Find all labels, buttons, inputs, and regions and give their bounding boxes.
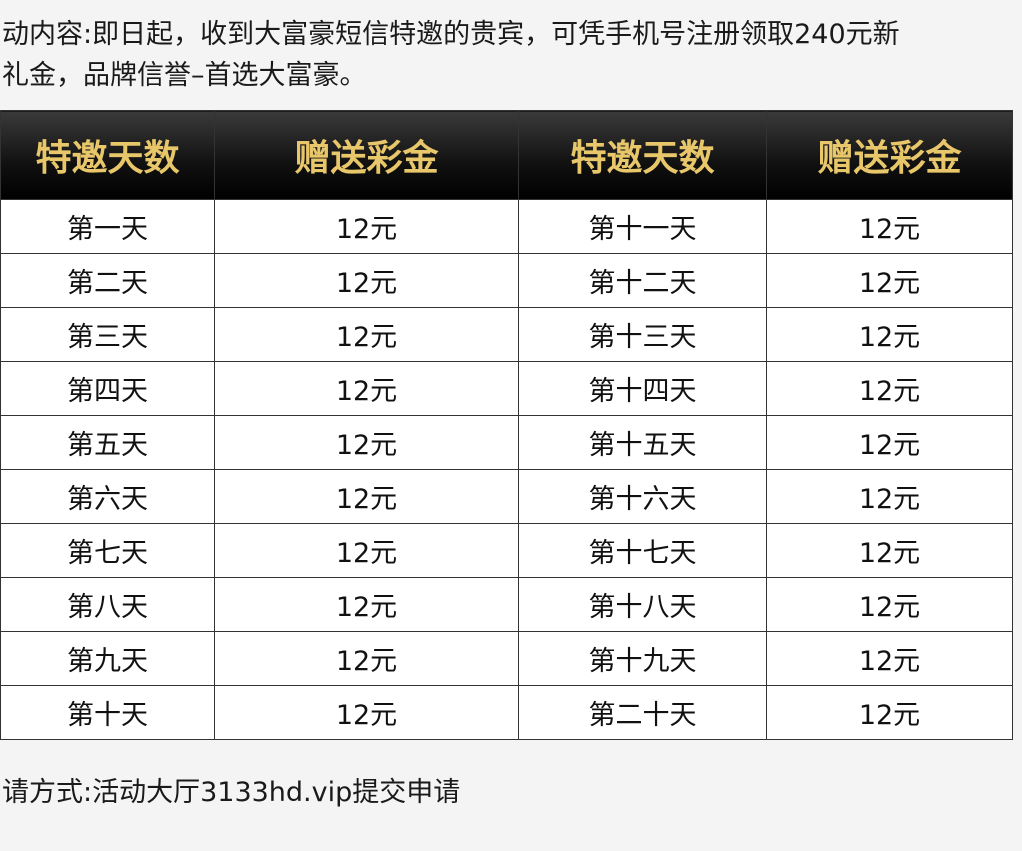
apply-method-text: 请方式:活动大厅3133hd.vip提交申请 — [2, 777, 461, 808]
day-cell: 第十天 — [0, 685, 215, 740]
day-cell: 第十六天 — [518, 469, 767, 524]
header-days: 特邀天数 — [518, 110, 767, 200]
table-row: 第二天 12元 第十二天 12元 — [0, 253, 1013, 308]
bonus-cell: 12元 — [214, 685, 519, 740]
table-header-row: 特邀天数 赠送彩金 特邀天数 赠送彩金 — [0, 110, 1013, 200]
bonus-cell: 12元 — [766, 523, 1013, 578]
day-cell: 第九天 — [0, 631, 215, 686]
bonus-cell: 12元 — [766, 415, 1013, 470]
day-cell: 第八天 — [0, 577, 215, 632]
bonus-table: 特邀天数 赠送彩金 特邀天数 赠送彩金 第一天 12元 第十一天 12元 第二天 12元第… — [0, 110, 1013, 740]
bonus-cell: 12元 — [766, 199, 1013, 254]
day-cell: 第二天 — [0, 253, 215, 308]
day-cell: 第三天 — [0, 307, 215, 362]
day-cell: 第十四天 — [518, 361, 767, 416]
table-row: 第七天 12元 第十七天 12元 — [0, 523, 1013, 578]
bonus-cell: 12元 — [214, 307, 519, 362]
bonus-cell: 12元 — [766, 577, 1013, 632]
day-cell: 第四天 — [0, 361, 215, 416]
header-bonus: 赠送彩金 — [214, 110, 519, 200]
bonus-cell: 12元 — [214, 631, 519, 686]
day-cell: 第二十天 — [518, 685, 767, 740]
bonus-cell: 12元 — [214, 469, 519, 524]
table-row: 第一天 12元 第十一天 12元 — [0, 199, 1013, 254]
day-cell: 第七天 — [0, 523, 215, 578]
bonus-cell: 12元 — [214, 415, 519, 470]
table-row: 第五天 12元 第十五天 12元 — [0, 415, 1013, 470]
day-cell: 第五天 — [0, 415, 215, 470]
table-row: 第九天 12元 第十九天 12元 — [0, 631, 1013, 686]
bonus-cell: 12元 — [766, 469, 1013, 524]
day-cell: 第一天 — [0, 199, 215, 254]
day-cell: 第十八天 — [518, 577, 767, 632]
header-bonus: 赠送彩金 — [766, 110, 1013, 200]
day-cell: 第十九天 — [518, 631, 767, 686]
bonus-cell: 12元 — [214, 577, 519, 632]
bonus-cell: 12元 — [766, 307, 1013, 362]
bonus-cell: 12元 — [214, 253, 519, 308]
intro-text: 动内容:即日起，收到大富豪短信特邀的贵宾，可凭手机号注册领取240元新 礼金，品… — [2, 14, 1022, 96]
intro-line-1: 动内容:即日起，收到大富豪短信特邀的贵宾，可凭手机号注册领取240元新 — [2, 19, 900, 50]
table-row: 第三天 12元 第十三天 12元 — [0, 307, 1013, 362]
bonus-cell: 12元 — [214, 361, 519, 416]
day-cell: 第十五天 — [518, 415, 767, 470]
bonus-cell: 12元 — [766, 631, 1013, 686]
table-row: 第八天 12元 第十八天 12元 — [0, 577, 1013, 632]
day-cell: 第十七天 — [518, 523, 767, 578]
table-row: 第六天 12元 第十六天 12元 — [0, 469, 1013, 524]
bonus-cell: 12元 — [766, 685, 1013, 740]
bonus-cell: 12元 — [766, 253, 1013, 308]
bonus-cell: 12元 — [766, 361, 1013, 416]
day-cell: 第十二天 — [518, 253, 767, 308]
table-row: 第十天 12元 第二十天 12元 — [0, 685, 1013, 740]
bonus-cell: 12元 — [214, 523, 519, 578]
header-days: 特邀天数 — [0, 110, 215, 200]
day-cell: 第十一天 — [518, 199, 767, 254]
day-cell: 第六天 — [0, 469, 215, 524]
bonus-cell: 12元 — [214, 199, 519, 254]
day-cell: 第十三天 — [518, 307, 767, 362]
table-row: 第四天 12元 第十四天 12元 — [0, 361, 1013, 416]
intro-line-2: 礼金，品牌信誉–首选大富豪。 — [2, 60, 367, 91]
